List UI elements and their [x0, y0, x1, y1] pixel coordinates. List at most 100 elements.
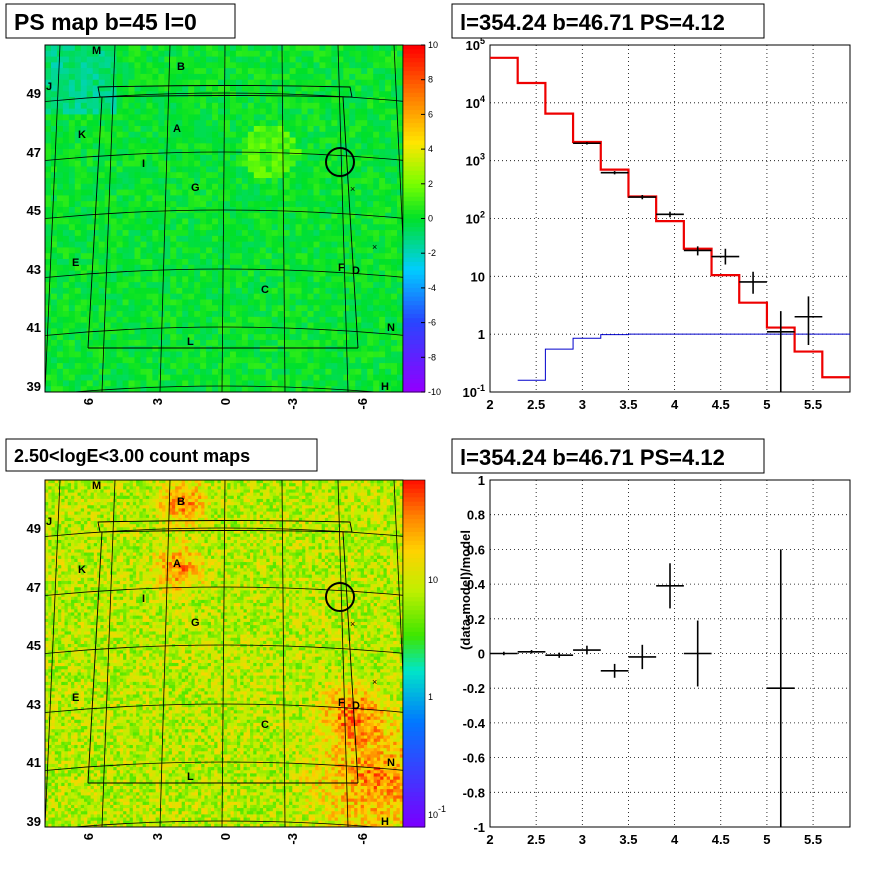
x-tick-6: 5 — [763, 832, 770, 847]
colorbar-cell — [403, 318, 425, 324]
colorbar-cell — [403, 536, 425, 542]
colorbar-cell — [403, 601, 425, 607]
colorbar-cell — [403, 140, 425, 146]
source-label-N: N — [387, 322, 395, 334]
colorbar-cell — [403, 339, 425, 345]
colorbar-cell — [403, 514, 425, 520]
lon-line-1 — [101, 45, 116, 392]
y-tick-1: 104 — [466, 94, 485, 111]
colorbar-cell — [403, 605, 425, 611]
colorbar-cell — [403, 805, 425, 811]
ps-circle — [325, 582, 355, 612]
colorbar-cell — [403, 510, 425, 516]
colorbar-cell — [403, 383, 425, 389]
colorbar-cell — [403, 266, 425, 272]
source-label-G: G — [191, 182, 200, 194]
colorbar-cell — [403, 523, 425, 529]
colorbar-cell — [403, 361, 425, 367]
source-label-C: C — [261, 719, 269, 731]
y-tick-5: 39 — [27, 814, 41, 829]
lon-line-5 — [337, 45, 349, 392]
colorbar-cell — [403, 766, 425, 772]
y-tick-9: -0.8 — [463, 785, 485, 800]
colorbar-cell — [403, 305, 425, 311]
y-tick-2: 0.6 — [467, 542, 485, 557]
colorbar-cell — [403, 357, 425, 363]
colorbar-cell — [403, 335, 425, 341]
y-tick-2: 45 — [27, 638, 41, 653]
colorbar-frame — [402, 479, 426, 828]
colorbar-cell — [403, 283, 425, 289]
colorbar-cell — [403, 774, 425, 780]
colorbar-cell — [403, 657, 425, 663]
lon-line-6 — [393, 45, 403, 249]
x-tick-1: 2.5 — [527, 832, 545, 847]
colorbar-label-10: -10 — [428, 387, 441, 397]
colorbar-cell — [403, 757, 425, 763]
colorbar-cell — [403, 131, 425, 137]
colorbar-cell — [403, 58, 425, 63]
lon-line-0 — [45, 480, 61, 827]
x-tick-0: 2 — [486, 832, 493, 847]
residual-title: l=354.24 b=46.71 PS=4.12 — [460, 445, 725, 470]
x-tick-4: 4 — [671, 832, 679, 847]
x-tick-2: 3 — [579, 397, 586, 412]
colorbar-cell — [403, 387, 425, 393]
colorbar-cell — [403, 588, 425, 594]
colorbar-cell — [403, 566, 425, 572]
residual-panel: l=354.24 b=46.71 PS=4.12 2 2.5 3 3.5 4 4.5 5 5.… — [451, 438, 851, 847]
colorbar-cell — [403, 192, 425, 198]
colorbar-cell — [403, 584, 425, 590]
source-label-L: L — [187, 336, 194, 348]
colorbar-cell — [403, 679, 425, 685]
colorbar-cell — [403, 287, 425, 293]
colorbar-cell — [403, 744, 425, 750]
colorbar-cell — [403, 309, 425, 315]
colorbar-cell — [403, 105, 425, 111]
colorbar-cell — [403, 579, 425, 585]
lat-line-4 — [45, 761, 403, 771]
y-tick-4: 10 — [471, 269, 485, 284]
x-tick-0: 6 — [81, 833, 96, 840]
source-label-N: N — [387, 757, 395, 769]
colorbar-cell — [403, 201, 425, 207]
lat-line-2 — [45, 644, 403, 654]
y-tick-3: 0.4 — [467, 577, 486, 592]
lon-line-4 — [281, 480, 286, 827]
colorbar-cell — [403, 623, 425, 629]
colorbar-cell — [403, 66, 425, 72]
count-map-title: 2.50<logE<3.00 count maps — [14, 446, 250, 466]
colorbar-cell — [403, 179, 425, 185]
source-label-L: L — [187, 771, 194, 783]
colorbar-cell — [403, 118, 425, 124]
spectrum-panel: l=354.24 b=46.71 PS=4.12 2 2.5 3 3.5 4 4.5 5 5.… — [451, 3, 851, 412]
colorbar-cell — [403, 123, 425, 129]
ps-map-title: PS map b=45 l=0 — [14, 9, 197, 35]
ps-map-axes: 6 3 0 -3 -6 49 47 45 43 41 39 — [27, 86, 370, 410]
colorbar-cell — [403, 101, 425, 107]
colorbar-cell — [403, 792, 425, 798]
colorbar-cell — [403, 562, 425, 568]
x-tick-7: 5.5 — [804, 397, 822, 412]
colorbar-cell — [403, 274, 425, 280]
colorbar-cell — [403, 670, 425, 676]
cross-marker-2: × — [372, 677, 377, 687]
source-label-F: F — [338, 697, 345, 709]
lat-line-4 — [45, 326, 403, 336]
x-tick-0: 6 — [81, 398, 96, 405]
colorbar-cell — [403, 783, 425, 789]
colorbar-cell — [403, 696, 425, 702]
colorbar-cell — [403, 253, 425, 259]
colorbar-cell — [403, 222, 425, 228]
colorbar-cell — [403, 175, 425, 181]
colorbar-cell — [403, 231, 425, 237]
colorbar-cell — [403, 653, 425, 659]
source-label-D: D — [352, 700, 360, 712]
x-tick-3: -3 — [285, 398, 300, 410]
colorbar-cell — [403, 45, 425, 50]
colorbar-cell — [403, 558, 425, 564]
colorbar-cell — [403, 270, 425, 276]
colorbar-cell — [403, 110, 425, 115]
colorbar-cell — [403, 292, 425, 298]
